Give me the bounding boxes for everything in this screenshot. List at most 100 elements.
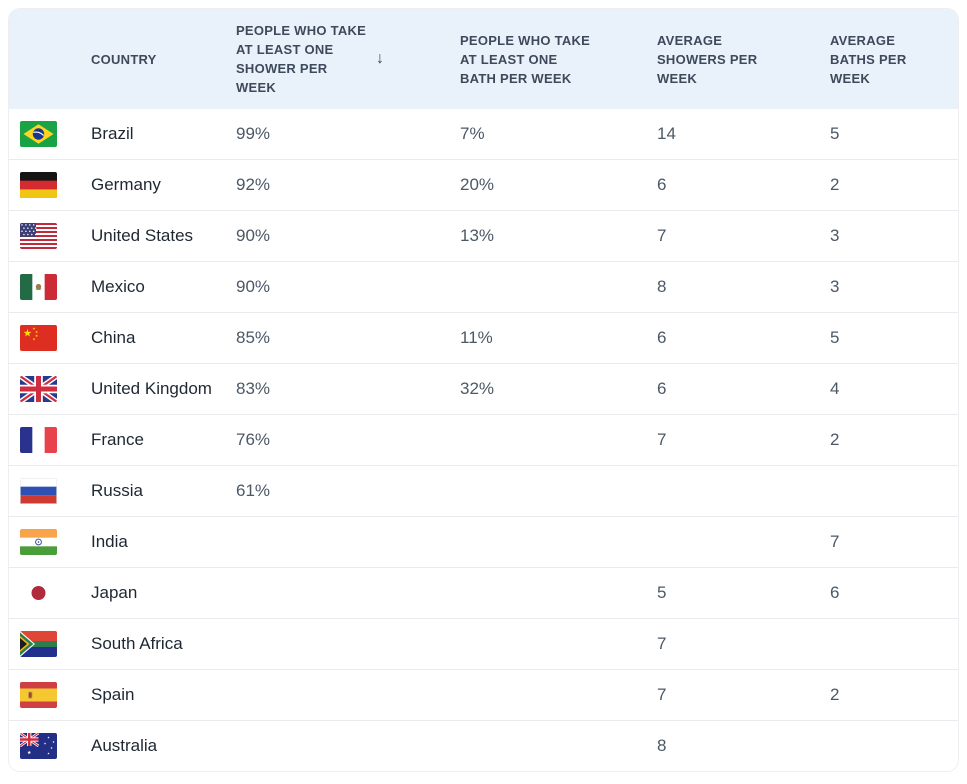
- avg-baths-value: 5: [830, 124, 840, 143]
- shower-percent-value: [226, 530, 448, 554]
- shower-percent-value: [226, 683, 448, 707]
- table-header-row: COUNTRY PEOPLE WHO TAKE AT LEAST ONE SHO…: [9, 9, 958, 109]
- flag-cell: [9, 109, 83, 159]
- flag-cell: [9, 364, 83, 414]
- table-row: United States 90% 13% 7 3: [9, 210, 958, 261]
- table-row: Australia 8: [9, 720, 958, 771]
- spain-flag-icon: [20, 682, 57, 708]
- shower-percent-value: 61%: [236, 481, 271, 500]
- avg-baths-value: 2: [830, 685, 840, 704]
- country-name: Russia: [91, 481, 143, 500]
- shower-percent-value: 99%: [236, 124, 271, 143]
- country-name: Spain: [91, 685, 135, 704]
- hygiene-stats-table: COUNTRY PEOPLE WHO TAKE AT LEAST ONE SHO…: [8, 8, 959, 772]
- country-name: Mexico: [91, 277, 145, 296]
- table-row: South Africa 7: [9, 618, 958, 669]
- russia-flag-icon: [20, 478, 57, 504]
- country-name: Brazil: [91, 124, 134, 143]
- australia-flag-icon: [20, 733, 57, 759]
- country-column-header[interactable]: COUNTRY: [83, 37, 226, 81]
- brazil-flag-icon: [20, 121, 57, 147]
- avg-baths-value: 2: [830, 175, 840, 194]
- bath-percent-value: [448, 632, 645, 656]
- avg-showers-value: 14: [657, 124, 676, 143]
- avg-showers-value: [645, 479, 818, 503]
- bath-percent-value: [448, 683, 645, 707]
- table-body: Brazil 99% 7% 14 5 Germany 92% 20% 6 2 U…: [9, 109, 958, 771]
- bath-percent-value: [448, 275, 645, 299]
- country-name: China: [91, 328, 136, 347]
- bath-percent-value: [448, 581, 645, 605]
- avg-showers-column-header[interactable]: AVERAGE SHOWERS PER WEEK: [645, 19, 818, 100]
- sort-descending-icon[interactable]: ↓: [376, 50, 385, 67]
- avg-showers-value: 7: [657, 685, 667, 704]
- flag-cell: [9, 466, 83, 516]
- flag-cell: [9, 568, 83, 618]
- bath-percent-value: 13%: [460, 226, 495, 245]
- united-states-flag-icon: [20, 223, 57, 249]
- table-row: India 7: [9, 516, 958, 567]
- germany-flag-icon: [20, 172, 57, 198]
- japan-flag-icon: [20, 580, 57, 606]
- shower-percent-value: 90%: [236, 226, 271, 245]
- avg-showers-value: 6: [657, 379, 667, 398]
- avg-baths-value: [818, 632, 958, 656]
- shower-percent-value: [226, 632, 448, 656]
- bath-percent-value: 11%: [460, 328, 493, 347]
- avg-baths-column-header[interactable]: AVERAGE BATHS PER WEEK: [818, 19, 958, 100]
- avg-showers-value: 6: [657, 175, 667, 194]
- avg-showers-value: 8: [657, 736, 667, 755]
- avg-showers-column-label: AVERAGE SHOWERS PER WEEK: [657, 32, 758, 86]
- bath-percent-value: [448, 428, 645, 452]
- table-row: Mexico 90% 8 3: [9, 261, 958, 312]
- flag-cell: [9, 262, 83, 312]
- shower-percent-value: 83%: [236, 379, 271, 398]
- shower-percent-column-label: PEOPLE WHO TAKE AT LEAST ONE SHOWER PER …: [236, 23, 367, 95]
- table-row: United Kingdom 83% 32% 6 4: [9, 363, 958, 414]
- flag-cell: [9, 517, 83, 567]
- shower-percent-value: [226, 581, 448, 605]
- table-row: Brazil 99% 7% 14 5: [9, 109, 958, 159]
- table-row: France 76% 7 2: [9, 414, 958, 465]
- shower-percent-value: 85%: [236, 328, 271, 347]
- india-flag-icon: [20, 529, 57, 555]
- flag-cell: [9, 313, 83, 363]
- country-name: United States: [91, 226, 194, 245]
- south-africa-flag-icon: [20, 631, 57, 657]
- table-row: China 85% 11% 6 5: [9, 312, 958, 363]
- table-row: Japan 5 6: [9, 567, 958, 618]
- avg-showers-value: 7: [657, 226, 667, 245]
- shower-percent-value: 92%: [236, 175, 271, 194]
- avg-showers-value: [645, 530, 818, 554]
- flag-cell: [9, 721, 83, 771]
- flag-cell: [9, 670, 83, 720]
- avg-baths-value: [818, 734, 958, 758]
- bath-percent-column-header[interactable]: PEOPLE WHO TAKE AT LEAST ONE BATH PER WE…: [448, 19, 645, 100]
- avg-baths-column-label: AVERAGE BATHS PER WEEK: [830, 32, 907, 86]
- avg-baths-value: 2: [830, 430, 840, 449]
- flag-cell: [9, 415, 83, 465]
- avg-baths-value: 4: [830, 379, 840, 398]
- united-kingdom-flag-icon: [20, 376, 57, 402]
- country-name: South Africa: [91, 634, 183, 653]
- bath-percent-value: 20%: [460, 175, 495, 194]
- avg-showers-value: 5: [657, 583, 667, 602]
- bath-percent-value: 32%: [460, 379, 495, 398]
- avg-baths-value: [818, 479, 958, 503]
- bath-percent-value: [448, 530, 645, 554]
- shower-percent-column-header[interactable]: PEOPLE WHO TAKE AT LEAST ONE SHOWER PER …: [226, 9, 448, 109]
- shower-percent-value: 76%: [236, 430, 271, 449]
- country-column-label: COUNTRY: [91, 52, 157, 68]
- avg-baths-value: 3: [830, 277, 840, 296]
- shower-percent-value: 90%: [236, 277, 271, 296]
- bath-percent-value: [448, 734, 645, 758]
- bath-percent-column-label: PEOPLE WHO TAKE AT LEAST ONE BATH PER WE…: [460, 32, 591, 86]
- bath-percent-value: [448, 479, 645, 503]
- flag-cell: [9, 160, 83, 210]
- country-name: France: [91, 430, 144, 449]
- table-row: Germany 92% 20% 6 2: [9, 159, 958, 210]
- country-name: United Kingdom: [91, 379, 212, 398]
- flag-cell: [9, 211, 83, 261]
- country-name: India: [91, 532, 128, 551]
